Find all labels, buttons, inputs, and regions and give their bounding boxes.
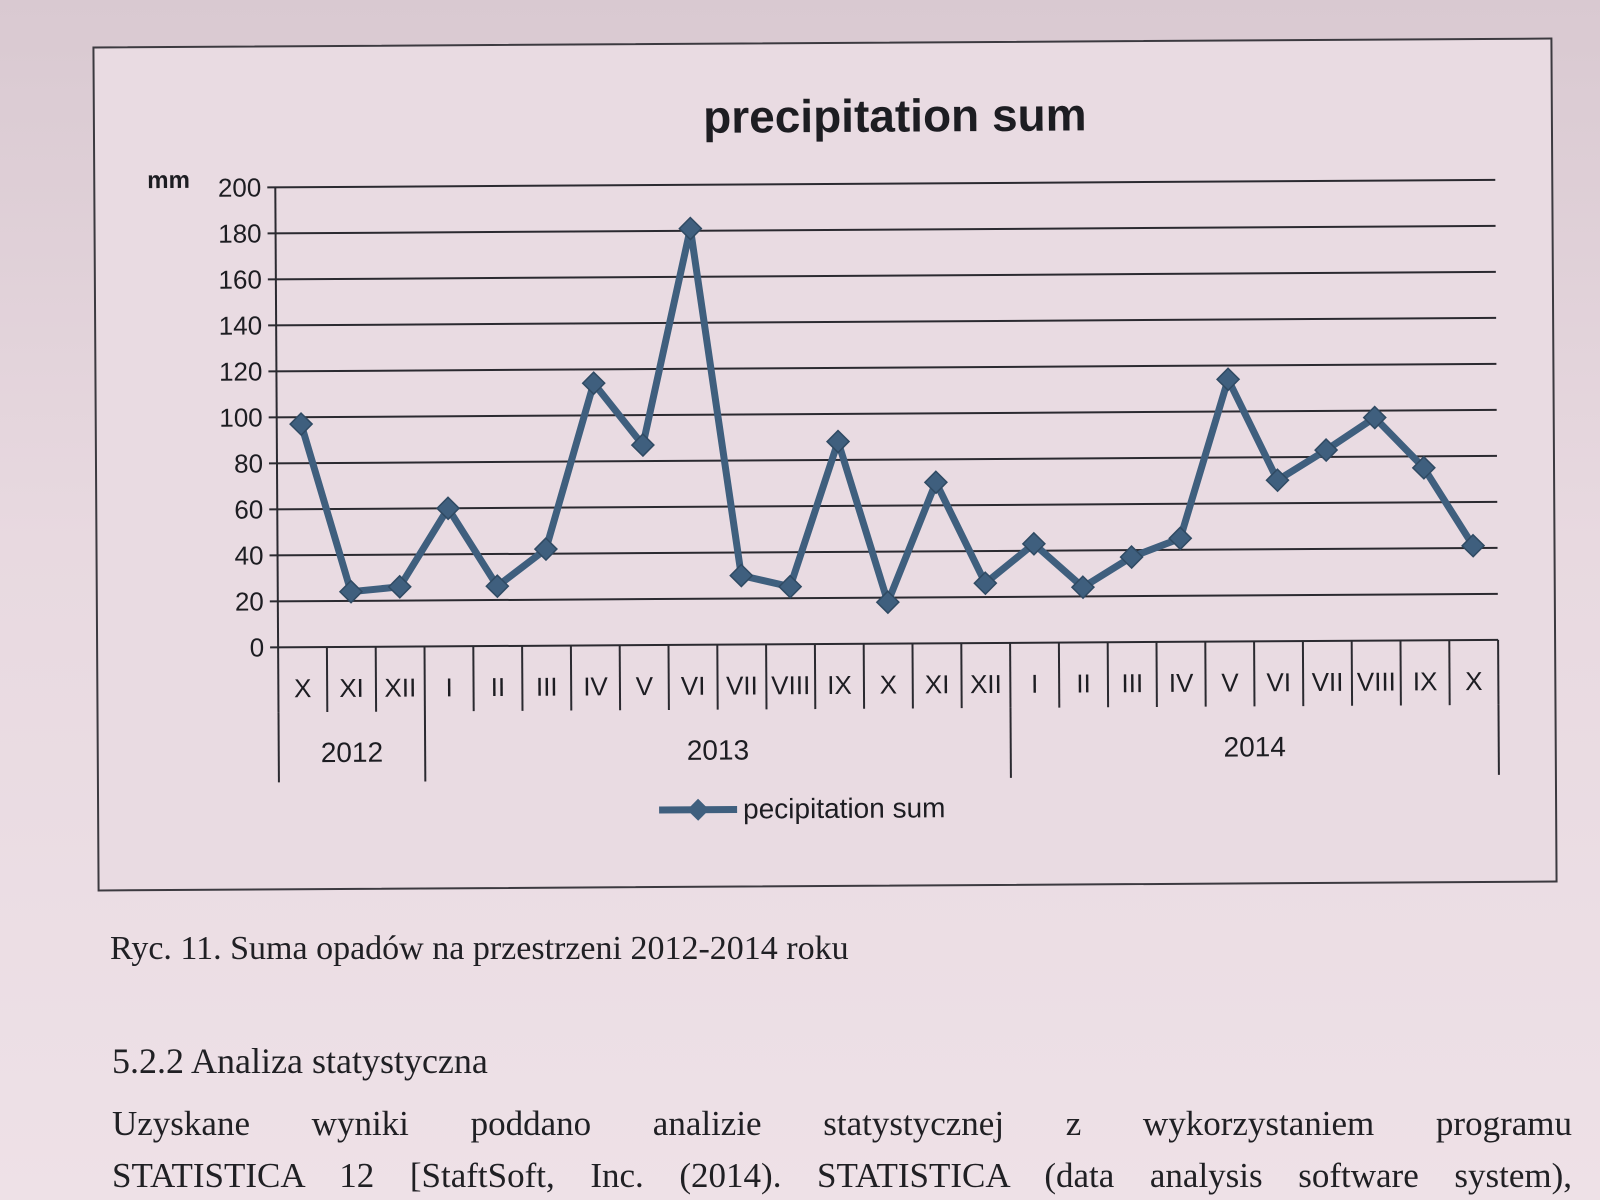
data-point [338, 579, 364, 604]
data-point [533, 537, 558, 562]
chart-title: precipitation sum [703, 88, 1087, 142]
x-tick-label: VII [1312, 667, 1344, 697]
x-tick-label: II [491, 672, 506, 702]
chart-frame: precipitation sum mm 0 20 40 60 80 100 120 140 160… [92, 37, 1558, 892]
data-point [1119, 544, 1144, 570]
gridline [267, 224, 1496, 235]
y-tick-label: 20 [235, 586, 264, 616]
x-tick-label: XII [384, 673, 416, 703]
x-tick-label: XI [339, 673, 364, 703]
legend-label: pecipitation sum [743, 792, 946, 824]
gridline [268, 362, 1497, 373]
data-point [1362, 405, 1387, 430]
x-tick-label: III [536, 672, 558, 702]
x-tick-label: XII [970, 669, 1002, 699]
legend-marker [687, 798, 710, 821]
data-point [678, 216, 703, 241]
data-point [485, 574, 510, 599]
gridline [267, 270, 1496, 281]
y-tick-label: 100 [219, 402, 263, 432]
data-point [1265, 468, 1290, 493]
x-tick-label: IV [583, 671, 608, 701]
data-point [630, 432, 655, 458]
data-point [581, 371, 606, 396]
data-point [973, 571, 998, 596]
data-point [875, 590, 900, 615]
year-label: 2014 [1223, 731, 1285, 762]
x-tick-label: X [1465, 666, 1483, 696]
x-tick-label: IX [827, 670, 852, 700]
y-tick-label: 40 [235, 540, 264, 570]
x-tick-label: VI [1266, 667, 1291, 697]
y-tick-label: 140 [219, 310, 263, 340]
data-point [1168, 526, 1193, 551]
data-point [1314, 437, 1339, 463]
y-axis-label: mm [147, 167, 190, 194]
x-tick-label: V [1221, 667, 1239, 697]
data-point [1411, 455, 1436, 480]
gridline [269, 546, 1498, 557]
y-tick-label: 80 [234, 448, 263, 478]
gridline [268, 316, 1497, 327]
x-tick-label: X [880, 670, 898, 700]
year-label: 2012 [321, 737, 383, 768]
y-tick-label: 160 [218, 264, 262, 294]
figure-caption: Ryc. 11. Suma opadów na przestrzeni 2012… [110, 930, 849, 967]
gridline [267, 178, 1496, 189]
data-point [1021, 531, 1046, 556]
x-tick-label: V [636, 671, 654, 701]
gridline [269, 500, 1498, 511]
section-heading: 5.2.2 Analiza statystyczna [112, 1041, 488, 1081]
x-tick-label: XI [925, 669, 950, 699]
x-tick-label: X [294, 673, 312, 703]
body-line-1: Uzyskane wyniki poddano analizie statyst… [112, 1104, 1572, 1143]
x-tick-label: III [1121, 668, 1143, 698]
data-point [1070, 575, 1096, 600]
x-tick-label: I [445, 672, 452, 702]
x-tick-label: VIII [771, 670, 810, 700]
y-axis-line [274, 187, 280, 648]
gridline [268, 408, 1497, 419]
x-tick-label: IV [1169, 668, 1194, 698]
gridline [268, 454, 1497, 465]
x-tick-label: I [1031, 669, 1038, 699]
y-tick-label: 200 [218, 172, 262, 202]
data-point [825, 429, 851, 454]
data-point [729, 563, 754, 588]
x-tick-label: II [1076, 668, 1091, 698]
x-tick-label: VII [726, 670, 758, 700]
y-tick-label: 60 [234, 494, 263, 524]
x-tick-label: IX [1413, 666, 1438, 696]
x-tick-label: VIII [1357, 667, 1396, 697]
data-point [1216, 367, 1241, 392]
y-tick-label: 0 [250, 632, 265, 662]
y-tick-label: 120 [219, 356, 263, 386]
body-paragraph: Uzyskane wyniki poddano analizie statyst… [112, 1098, 1572, 1200]
data-point [1461, 533, 1486, 558]
year-label: 2013 [687, 734, 749, 765]
data-point [387, 574, 412, 599]
data-point [778, 574, 803, 599]
data-point [436, 496, 461, 521]
y-tick-label: 180 [218, 218, 262, 248]
x-tick-label: VI [681, 671, 706, 701]
body-line-2: STATISTICA 12 [StaftSoft, Inc. (2014). S… [112, 1156, 1572, 1195]
precipitation-chart: precipitation sum mm 0 20 40 60 80 100 120 140 160… [147, 88, 1500, 825]
data-point [289, 412, 314, 437]
gridline [270, 638, 1499, 649]
data-point [923, 470, 948, 495]
